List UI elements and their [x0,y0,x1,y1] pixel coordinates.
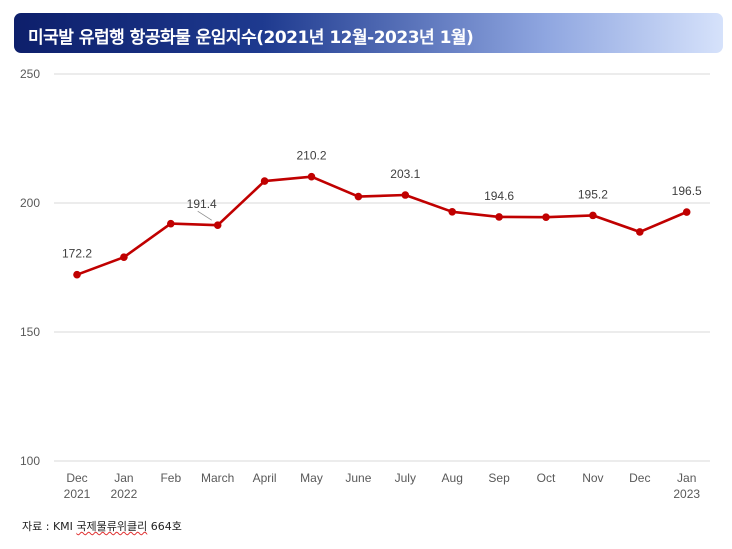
x-tick-label: 2022 [111,487,138,501]
data-point [260,177,269,185]
data-point [73,270,81,279]
source-label: 자료 : KMI [22,520,77,533]
data-point [167,219,175,228]
data-point [682,208,691,216]
x-tick-label: Jan [677,471,696,485]
source-publication: 국제물류위클리 [76,520,148,533]
x-tick-label: May [300,471,323,485]
data-point [495,213,503,221]
data-point [120,253,128,261]
y-tick-label: 200 [20,196,40,210]
x-tick-label: July [395,471,416,485]
data-label: 191.4 [187,197,217,211]
x-tick-label: Jan [114,471,133,485]
x-tick-label: 2021 [64,487,91,501]
x-tick-label: Feb [160,471,181,485]
data-label: 210.2 [296,149,326,163]
chart-title: 미국발 유럽행 항공화물 운임지수(2021년 12월-2023년 1월) [28,28,474,48]
data-point [354,192,363,201]
x-tick-label: Dec [66,471,87,485]
data-point [448,207,457,216]
x-tick-label: 2023 [673,487,700,501]
y-tick-label: 150 [20,325,40,339]
data-point [213,221,222,229]
x-tick-label: March [201,471,234,485]
x-tick-label: Dec [629,471,650,485]
data-label: 172.2 [62,247,92,261]
source-issue: 664호 [147,520,182,533]
data-point [307,172,316,181]
y-tick-label: 100 [20,454,40,468]
data-point [636,228,644,236]
data-point [401,191,410,199]
data-label: 203.1 [390,167,420,181]
x-tick-label: Oct [537,471,556,485]
x-tick-label: Sep [488,471,510,485]
data-point [589,211,597,220]
data-label: 196.5 [672,184,702,198]
data-label: 195.2 [578,187,608,201]
data-point [542,213,550,221]
data-label-leader [197,210,212,221]
x-tick-label: April [253,471,277,485]
source-note: 자료 : KMI 국제물류위클리 664호 [22,518,182,534]
y-tick-label: 250 [20,67,40,81]
x-tick-label: Nov [582,471,603,485]
series-line [76,175,688,276]
data-label: 194.6 [484,189,514,203]
x-tick-label: June [345,471,371,485]
title-banner: 미국발 유럽행 항공화물 운임지수(2021년 12월-2023년 1월) [14,13,723,53]
x-tick-label: Aug [442,471,463,485]
